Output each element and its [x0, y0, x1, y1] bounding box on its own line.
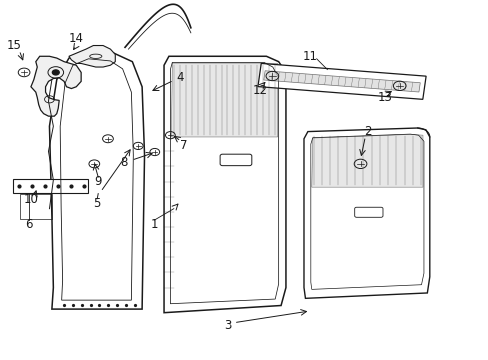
Text: 7: 7: [180, 139, 187, 152]
Text: 11: 11: [302, 50, 317, 63]
Polygon shape: [49, 51, 144, 309]
Text: 4: 4: [176, 71, 183, 84]
Polygon shape: [304, 128, 429, 298]
FancyBboxPatch shape: [220, 154, 251, 166]
Polygon shape: [31, 56, 81, 116]
Circle shape: [52, 70, 59, 75]
Text: 5: 5: [93, 197, 101, 210]
Polygon shape: [163, 56, 285, 313]
Text: 8: 8: [120, 156, 127, 169]
Text: 10: 10: [23, 193, 38, 206]
FancyBboxPatch shape: [354, 207, 382, 217]
Polygon shape: [263, 71, 419, 92]
Bar: [20, 194, 52, 220]
Text: 14: 14: [69, 32, 83, 45]
Text: 3: 3: [224, 319, 231, 332]
Text: 6: 6: [25, 218, 33, 231]
Text: 1: 1: [150, 218, 158, 231]
Bar: [13, 179, 88, 193]
Polygon shape: [257, 63, 425, 99]
Text: 12: 12: [252, 84, 267, 97]
Text: 2: 2: [363, 125, 370, 138]
Polygon shape: [171, 63, 277, 137]
Text: 9: 9: [94, 175, 102, 188]
Polygon shape: [311, 134, 422, 187]
Text: 13: 13: [377, 91, 392, 104]
Text: 15: 15: [7, 39, 22, 52]
Polygon shape: [69, 45, 115, 67]
